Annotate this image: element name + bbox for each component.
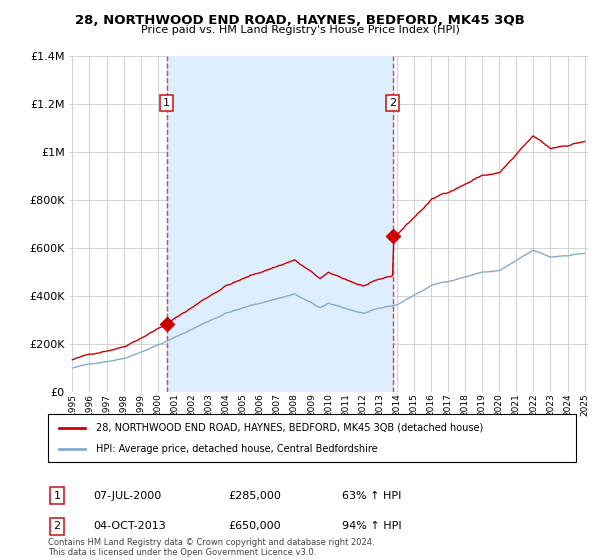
FancyBboxPatch shape — [48, 414, 576, 462]
Text: HPI: Average price, detached house, Central Bedfordshire: HPI: Average price, detached house, Cent… — [95, 444, 377, 454]
Text: 63% ↑ HPI: 63% ↑ HPI — [342, 491, 401, 501]
Text: 2: 2 — [389, 98, 396, 108]
Text: 1: 1 — [53, 491, 61, 501]
Text: 94% ↑ HPI: 94% ↑ HPI — [342, 521, 401, 531]
Text: £285,000: £285,000 — [228, 491, 281, 501]
Text: 2: 2 — [53, 521, 61, 531]
Text: £650,000: £650,000 — [228, 521, 281, 531]
Text: 1: 1 — [163, 98, 170, 108]
Text: 07-JUL-2000: 07-JUL-2000 — [93, 491, 161, 501]
Text: Contains HM Land Registry data © Crown copyright and database right 2024.
This d: Contains HM Land Registry data © Crown c… — [48, 538, 374, 557]
Bar — [167, 56, 392, 392]
Text: 04-OCT-2013: 04-OCT-2013 — [93, 521, 166, 531]
Text: 28, NORTHWOOD END ROAD, HAYNES, BEDFORD, MK45 3QB: 28, NORTHWOOD END ROAD, HAYNES, BEDFORD,… — [75, 14, 525, 27]
Text: Price paid vs. HM Land Registry's House Price Index (HPI): Price paid vs. HM Land Registry's House … — [140, 25, 460, 35]
Text: 28, NORTHWOOD END ROAD, HAYNES, BEDFORD, MK45 3QB (detached house): 28, NORTHWOOD END ROAD, HAYNES, BEDFORD,… — [95, 423, 483, 433]
